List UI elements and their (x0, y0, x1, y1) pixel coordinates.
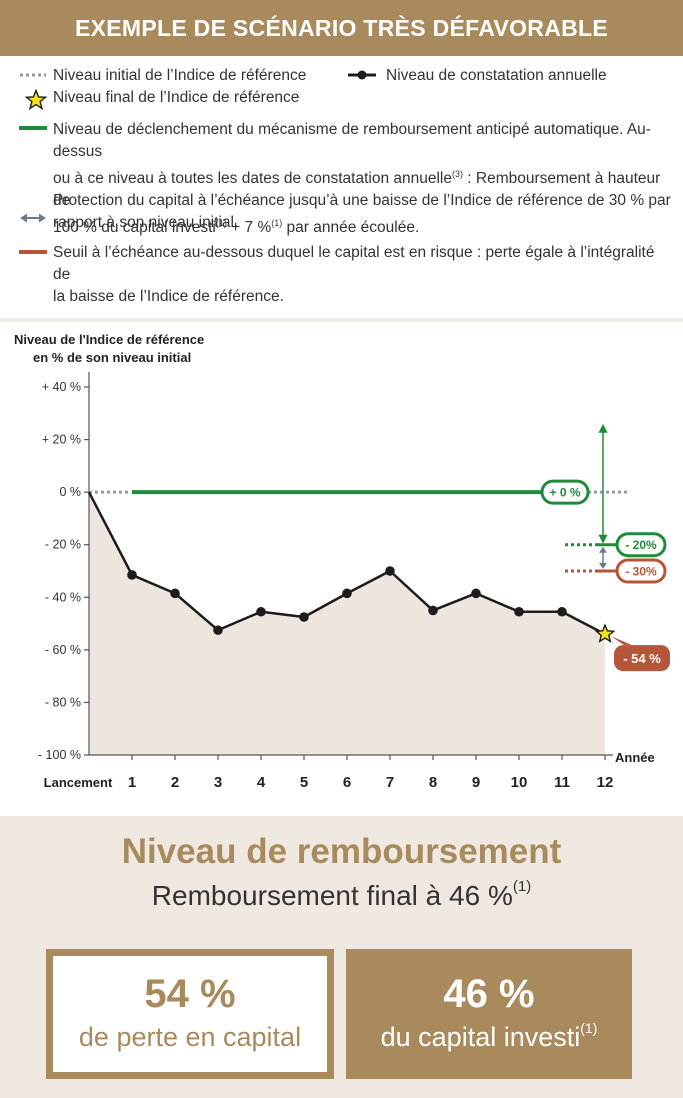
initial-level-symbol (20, 73, 46, 77)
threshold-text-line2: la baisse de l’Indice de référence. (53, 288, 284, 305)
y-tick-label: - 80 % (45, 695, 81, 709)
area-fill (89, 492, 605, 755)
legend-final-level: Niveau final de l’Indice de référence (53, 89, 300, 106)
chart-area: Niveau de l'Indice de référence en % de s… (0, 322, 683, 816)
x-tick-label: 7 (386, 774, 394, 791)
y-axis-title-line2: en % de son niveau initial (33, 350, 191, 365)
final-level-label: - 54 % (623, 651, 661, 666)
data-point (342, 588, 352, 599)
protection-label: - 30% (625, 565, 657, 579)
y-tick-label: - 60 % (45, 643, 81, 657)
final-level-star-icon (594, 623, 616, 643)
x-tick-label: 12 (597, 774, 614, 791)
x-tick-label: 1 (128, 774, 136, 791)
trigger-text-line1: Niveau de déclenchement du mécanisme de … (53, 121, 651, 160)
result-subtitle: Remboursement final à 46 %(1) (151, 878, 532, 911)
protection-arrow-head-down (599, 563, 607, 569)
data-point (299, 612, 309, 622)
protection-text-line2: rapport à son niveau initial. (53, 214, 239, 231)
x-tick-label: 6 (343, 774, 351, 791)
data-point (428, 605, 438, 616)
trigger-level-symbol (19, 126, 47, 130)
capital-value: 46 % (443, 972, 535, 1016)
trigger-arrow-head-down (598, 534, 608, 544)
double-arrow-icon (20, 213, 46, 223)
x-tick-label: 4 (257, 774, 266, 791)
data-point (256, 606, 266, 617)
protection-arrow-head-up (599, 546, 607, 553)
x-tick-label: 10 (511, 774, 528, 791)
threshold-text-line1: Seuil à l’échéance au-dessous duquel le … (53, 244, 655, 283)
x-tick-label: 9 (472, 774, 480, 791)
index-chart: Niveau de l'Indice de référence en % de s… (14, 332, 670, 791)
y-tick-label: + 40 % (42, 380, 81, 394)
banner-title: EXEMPLE DE SCÉNARIO TRÈS DÉFAVORABLE (74, 14, 609, 41)
y-axis-title-line1: Niveau de l'Indice de référence (14, 332, 204, 347)
data-point (514, 606, 524, 617)
data-point (127, 570, 137, 580)
zero-level-badge (540, 479, 590, 505)
x-tick-label: 8 (429, 774, 437, 791)
capital-box: 46 % du capital investi(1) (346, 949, 632, 1079)
x-tick-label: 2 (171, 774, 179, 791)
zero-level-label: + 0 % (549, 486, 580, 500)
threshold-symbol (19, 250, 47, 254)
y-tick-label: 0 % (59, 485, 81, 499)
result-title: Niveau de remboursement (121, 832, 562, 871)
scenario-banner: EXEMPLE DE SCÉNARIO TRÈS DÉFAVORABLE (0, 0, 683, 56)
star-icon (25, 89, 47, 111)
y-tick-label: + 20 % (42, 433, 81, 447)
data-point (170, 588, 180, 599)
x-axis-title: Année (615, 750, 655, 765)
capital-text: du capital investi(1) (380, 1020, 598, 1052)
loss-box: 54 % de perte en capital (46, 949, 334, 1079)
x-start-label: Lancement (44, 775, 113, 790)
data-point (213, 625, 223, 635)
loss-text: de perte en capital (78, 1022, 302, 1052)
data-point (471, 588, 481, 599)
legend-trigger-level: Niveau de déclenchement du mécanisme de … (53, 119, 673, 239)
x-tick-label: 11 (554, 774, 570, 791)
legend-initial-level: Niveau initial de l’Indice de référence (53, 67, 307, 84)
final-level-badge (614, 645, 670, 672)
legend-annual-observation: Niveau de constatation annuelle (386, 67, 607, 84)
y-tick-label: - 100 % (38, 748, 81, 762)
legend-threshold: Seuil à l’échéance au-dessous duquel le … (53, 242, 673, 308)
legend: Niveau initial de l’Indice de référence … (0, 56, 683, 318)
data-point (385, 566, 395, 576)
annual-observation-symbol (348, 70, 376, 80)
data-point (557, 606, 567, 617)
final-trigger-label: - 20% (625, 538, 657, 552)
result-section: Niveau de remboursement Remboursement fi… (0, 816, 683, 1098)
protection-text-line1: Protection du capital à l’échéance jusqu… (53, 192, 671, 209)
protection-badge (615, 558, 667, 584)
legend-protection: Protection du capital à l’échéance jusqu… (53, 190, 673, 234)
trigger-text-line3: 100 % du capital investi(1) + 7 %(1) par… (53, 218, 420, 237)
y-tick-label: - 20 % (45, 538, 81, 552)
x-tick-label: 3 (214, 774, 222, 791)
x-tick-label: 5 (300, 774, 308, 791)
section-divider (0, 318, 683, 322)
final-level-badge-pointer (611, 636, 632, 646)
loss-value: 54 % (144, 972, 236, 1016)
trigger-text-line2: ou à ce niveau à toutes les dates de con… (53, 169, 661, 210)
y-tick-label: - 40 % (45, 590, 81, 604)
final-trigger-badge (615, 532, 667, 558)
trigger-arrow-head-up (598, 423, 608, 433)
